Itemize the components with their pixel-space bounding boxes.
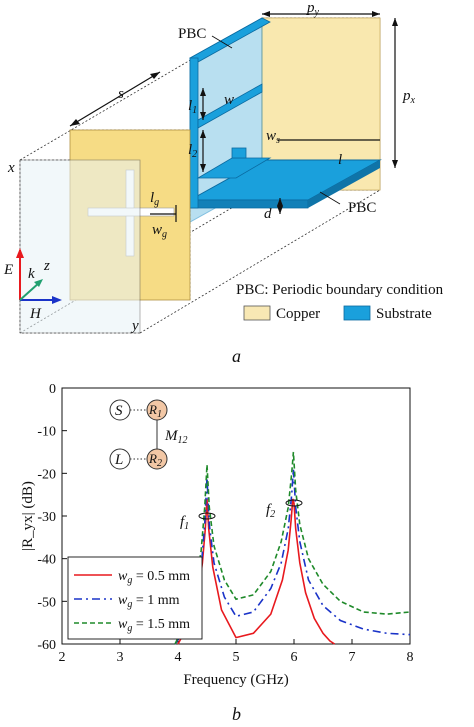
legend-copper-swatch: [243, 305, 271, 321]
y-axis-label: |R_yx| (dB): [20, 481, 36, 551]
legend-pbc-note: PBC: Periodic boundary condition: [236, 282, 444, 298]
label-lg: lg: [150, 190, 159, 208]
inset-resonator-2: [146, 448, 168, 470]
legend-substrate-swatch: [343, 305, 371, 321]
y-tick-label: -20: [37, 467, 56, 482]
series-line-3: [174, 451, 411, 645]
inset-label-l: L: [114, 452, 123, 468]
x-tick-label: 7: [349, 650, 356, 665]
legend-label-3: wg = 1.5 mm: [118, 617, 190, 634]
label-pbc-bottom: PBC: [348, 200, 376, 216]
legend-substrate-label: Substrate: [376, 306, 432, 322]
legend-label-2: wg = 1 mm: [118, 593, 180, 610]
y-tick-label: -10: [37, 425, 56, 440]
panel-a-diagram: py px s PBC l1 w l2 ws l d PBC lg wg x y…: [3, 0, 444, 366]
label-px: px: [402, 88, 416, 106]
x-tick-label: 4: [175, 650, 182, 665]
inset-label-r1: R1: [148, 402, 162, 420]
label-E: E: [3, 262, 13, 278]
inset-label-r2: R2: [148, 451, 162, 469]
label-l: l: [338, 152, 342, 168]
label-s: s: [118, 86, 124, 102]
label-pbc-top: PBC: [178, 26, 206, 42]
label-H: H: [29, 306, 42, 322]
series-line-2: [174, 469, 411, 645]
legend-label-1: wg = 0.5 mm: [118, 569, 190, 586]
label-l1: l1: [188, 98, 197, 116]
label-py: py: [306, 0, 320, 18]
panel-label-b: b: [232, 704, 241, 724]
label-l2: l2: [188, 142, 197, 160]
x-tick-label: 5: [233, 650, 240, 665]
x-axis-label: Frequency (GHz): [183, 672, 288, 688]
label-w: w: [224, 92, 234, 108]
y-tick-label: -50: [37, 595, 56, 610]
label-d: d: [264, 206, 272, 222]
inset-source-node: [109, 399, 131, 421]
annotation-f2: f2: [266, 502, 275, 520]
inset-resonator-1: [146, 399, 168, 421]
axis-ticks: 2 3 4 5 6 7 8 0 -10 -20 -30 -40 -50 -60: [37, 382, 413, 665]
arrow-heads: [70, 11, 398, 214]
inset-label-m12: M12: [164, 428, 188, 446]
y-tick-label: -40: [37, 553, 56, 568]
y-tick-label: -30: [37, 510, 56, 525]
coordinate-triad: [16, 248, 62, 304]
panel-b-chart: 2 3 4 5 6 7 8 0 -10 -20 -30 -40 -50 -60 S R1 L R2 M12…: [20, 382, 414, 724]
x-tick-label: 8: [407, 650, 414, 665]
resonator-stub: [196, 157, 272, 179]
x-tick-label: 2: [59, 650, 66, 665]
label-wg: wg: [152, 222, 167, 240]
inset-label-s: S: [115, 403, 123, 419]
y-tick-label: -60: [37, 638, 56, 653]
pbc-pointers: [211, 35, 341, 205]
series-line-1: [177, 498, 336, 645]
label-k: k: [28, 266, 35, 282]
chart-legend: wg = 0.5 mm wg = 1 mm wg = 1.5 mm: [67, 556, 203, 640]
x-tick-label: 6: [291, 650, 298, 665]
panel-label-a: a: [232, 346, 241, 366]
label-axis-y: y: [130, 318, 139, 334]
label-axis-x: x: [7, 160, 15, 176]
x-tick-label: 3: [117, 650, 124, 665]
label-z: z: [43, 258, 50, 274]
annotation-f1: f1: [180, 514, 189, 532]
inset-load-node: [109, 448, 131, 470]
series-group: [174, 451, 411, 645]
y-tick-label: 0: [49, 382, 56, 397]
resonance-annotations: f1 f2: [180, 499, 303, 532]
resonator-strip: [197, 83, 263, 129]
coupling-inset: S R1 L R2 M12: [109, 399, 188, 470]
label-ws: ws: [266, 128, 280, 146]
legend-copper-label: Copper: [276, 306, 320, 322]
